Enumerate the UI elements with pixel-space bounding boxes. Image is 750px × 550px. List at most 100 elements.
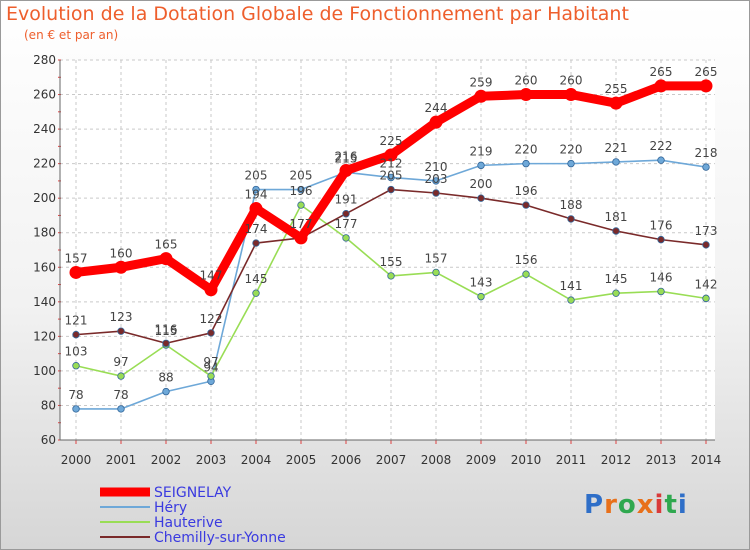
- data-point: [477, 194, 485, 202]
- data-point: [564, 88, 578, 102]
- data-point: [612, 227, 620, 235]
- x-tick-label: 2007: [376, 453, 407, 467]
- y-tick-label: 180: [33, 226, 56, 240]
- data-point: [387, 272, 395, 280]
- data-label: 196: [515, 184, 538, 198]
- x-tick-label: 2010: [511, 453, 542, 467]
- x-tick-label: 2001: [106, 453, 137, 467]
- y-tick-label: 240: [33, 122, 56, 136]
- data-label: 165: [155, 238, 178, 252]
- data-point: [387, 173, 395, 182]
- data-label: 142: [695, 277, 718, 291]
- y-tick-label: 100: [33, 364, 56, 378]
- data-label: 146: [650, 270, 673, 284]
- data-label: 255: [605, 82, 628, 96]
- data-label: 220: [515, 143, 538, 157]
- y-tick-label: 120: [33, 329, 56, 343]
- y-tick-label: 80: [41, 398, 56, 412]
- data-label: 122: [200, 312, 223, 326]
- data-label: 181: [605, 210, 628, 224]
- data-point: [114, 260, 128, 274]
- data-point: [69, 265, 83, 279]
- x-tick-label: 2005: [286, 453, 317, 467]
- data-label: 116: [155, 322, 178, 336]
- data-point: [657, 287, 665, 296]
- x-tick-label: 2002: [151, 453, 182, 467]
- data-label: 123: [110, 310, 133, 324]
- logo-letter: o: [617, 490, 637, 520]
- data-label: 145: [605, 272, 628, 286]
- data-point: [252, 289, 260, 297]
- data-label: 265: [650, 65, 673, 79]
- data-label: 216: [335, 150, 358, 164]
- data-label: 191: [335, 193, 358, 207]
- data-point: [339, 164, 353, 178]
- data-label: 78: [68, 388, 83, 402]
- logo-letter: r: [604, 490, 618, 520]
- data-point: [477, 161, 485, 170]
- plot-area: [60, 60, 715, 440]
- data-point: [162, 339, 170, 347]
- y-tick-label: 160: [33, 260, 56, 274]
- data-point: [384, 148, 398, 162]
- data-point: [567, 296, 575, 304]
- legend-label: Hauterive: [154, 515, 223, 531]
- data-label: 222: [650, 139, 673, 153]
- data-label: 143: [470, 276, 493, 290]
- data-point: [474, 89, 488, 103]
- data-point: [342, 234, 350, 242]
- data-label: 221: [605, 141, 628, 155]
- data-label: 244: [425, 101, 448, 115]
- data-label: 145: [245, 272, 268, 286]
- data-label: 265: [695, 65, 718, 79]
- data-label: 188: [560, 198, 583, 212]
- legend-label: SEIGNELAY: [154, 485, 232, 501]
- data-point: [432, 177, 440, 185]
- data-point: [432, 268, 440, 277]
- data-point: [522, 201, 530, 209]
- data-label: 205: [380, 169, 403, 183]
- data-point: [72, 362, 80, 370]
- data-point: [342, 210, 350, 218]
- data-point: [702, 163, 710, 171]
- data-point: [297, 201, 305, 209]
- data-point: [657, 156, 665, 164]
- data-point: [207, 372, 215, 380]
- x-tick-label: 2009: [466, 453, 497, 467]
- logo-letter: P: [584, 490, 605, 520]
- chart-subtitle: (en € et par an): [24, 28, 119, 42]
- chart-title: Evolution de la Dotation Globale de Fonc…: [6, 3, 629, 25]
- data-label: 200: [470, 177, 493, 191]
- data-label: 177: [335, 217, 358, 231]
- data-point: [72, 405, 80, 413]
- data-point: [522, 159, 530, 168]
- data-label: 147: [200, 269, 223, 283]
- data-label: 160: [110, 246, 133, 260]
- x-tick-label: 2011: [556, 453, 587, 467]
- data-label: 176: [650, 219, 673, 233]
- logo-letter: i: [677, 490, 688, 520]
- data-label: 88: [158, 371, 173, 385]
- data-point: [519, 88, 533, 102]
- data-label: 215: [335, 151, 358, 165]
- data-point: [612, 289, 620, 297]
- data-label: 115: [155, 324, 178, 338]
- data-point: [567, 159, 575, 168]
- data-label: 259: [470, 75, 493, 89]
- data-label: 97: [113, 355, 128, 369]
- x-tick-label: 2004: [241, 453, 272, 467]
- data-point: [477, 292, 485, 301]
- data-point: [432, 189, 440, 197]
- data-label: 157: [425, 251, 448, 265]
- data-label: 212: [380, 156, 403, 170]
- data-point: [252, 185, 260, 194]
- logo-letter: x: [636, 490, 655, 520]
- data-label: 177: [290, 217, 313, 231]
- data-point: [609, 96, 623, 110]
- data-point: [567, 215, 575, 223]
- x-tick-label: 2013: [646, 453, 677, 467]
- data-label: 157: [65, 251, 88, 265]
- data-label: 97: [203, 355, 218, 369]
- data-label: 205: [245, 169, 268, 183]
- data-point: [429, 115, 443, 129]
